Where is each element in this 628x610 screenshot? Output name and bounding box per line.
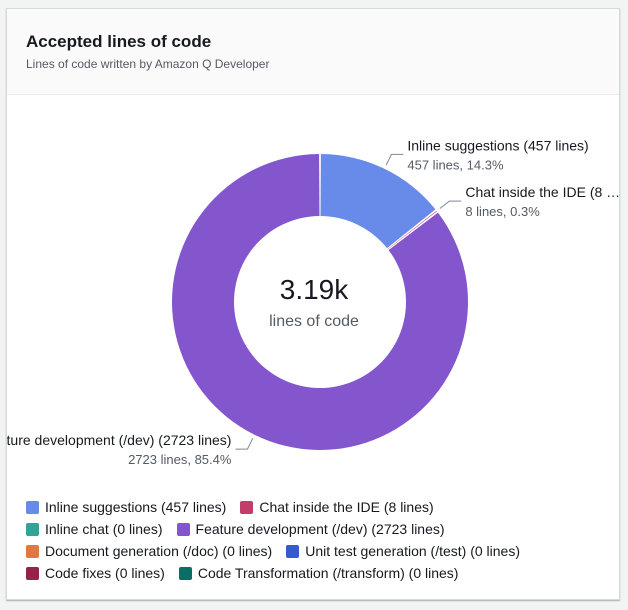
callout-label: Feature development (/dev) (2723 lines): [7, 432, 231, 448]
card-subtitle: Lines of code written by Amazon Q Develo…: [26, 57, 270, 71]
callout-label: Chat inside the IDE (8 …: [465, 184, 619, 200]
legend-item[interactable]: Unit test generation (/test) (0 lines): [286, 542, 520, 560]
center-value: 3.19k: [280, 274, 349, 305]
accepted-lines-card: Accepted lines of code Lines of code wri…: [0, 8, 620, 600]
center-label: lines of code: [269, 313, 359, 330]
donut-slice[interactable]: [171, 154, 468, 450]
legend-swatch: [176, 522, 190, 536]
donut-slice[interactable]: [320, 154, 436, 249]
legend-item[interactable]: Code Transformation (/transform) (0 line…: [178, 564, 459, 582]
legend-label: Inline chat (0 lines): [45, 521, 163, 537]
legend-swatch: [178, 566, 192, 580]
callout-label: Inline suggestions (457 lines): [407, 137, 588, 153]
legend-swatch: [26, 522, 39, 536]
legend-item[interactable]: Feature development (/dev) (2723 lines): [176, 520, 445, 538]
legend-item[interactable]: Code fixes (0 lines): [26, 564, 165, 582]
legend-label: Code fixes (0 lines): [45, 565, 165, 581]
card-header: Accepted lines of code Lines of code wri…: [7, 9, 619, 95]
legend-label: Inline suggestions (457 lines): [45, 499, 227, 515]
legend-label: Unit test generation (/test) (0 lines): [305, 543, 520, 559]
legend-swatch: [26, 566, 39, 580]
callout-leader: [385, 153, 404, 166]
chart-legend: Inline suggestions (457 lines) Chat insid…: [26, 496, 606, 584]
legend-item[interactable]: Document generation (/doc) (0 lines): [26, 542, 272, 560]
donut-chart-svg: Inline suggestions (457 lines) 457 lines,…: [0, 137, 620, 467]
card-title: Accepted lines of code: [26, 32, 212, 51]
legend-item[interactable]: Chat inside the IDE (8 lines): [240, 498, 434, 516]
callout-detail: 2723 lines, 85.4%: [128, 452, 232, 467]
callout-detail: 457 lines, 14.3%: [407, 157, 504, 172]
legend-swatch: [240, 500, 254, 514]
callout-leader: [235, 438, 254, 450]
donut-chart: Inline suggestions (457 lines) 457 lines,…: [0, 95, 620, 495]
legend-row: Inline suggestions (457 lines) Chat insid…: [26, 496, 606, 518]
legend-swatch: [26, 500, 39, 514]
legend-row: Inline chat (0 lines) Feature development…: [26, 518, 606, 540]
legend-swatch: [26, 544, 39, 558]
callout-leader: [439, 200, 462, 209]
legend-label: Code Transformation (/transform) (0 line…: [197, 565, 459, 581]
legend-item[interactable]: Inline chat (0 lines): [26, 520, 163, 538]
legend-swatch: [286, 544, 300, 558]
donut-slice[interactable]: [387, 210, 437, 250]
legend-label: Chat inside the IDE (8 lines): [259, 499, 434, 515]
legend-item[interactable]: Inline suggestions (457 lines): [26, 498, 226, 516]
legend-label: Document generation (/doc) (0 lines): [45, 543, 273, 559]
legend-label: Feature development (/dev) (2723 lines): [195, 521, 445, 537]
legend-row: Code fixes (0 lines) Code Transformation …: [26, 562, 606, 584]
callout-detail: 8 lines, 0.3%: [465, 204, 540, 219]
legend-row: Document generation (/doc) (0 lines) Unit…: [26, 540, 606, 562]
